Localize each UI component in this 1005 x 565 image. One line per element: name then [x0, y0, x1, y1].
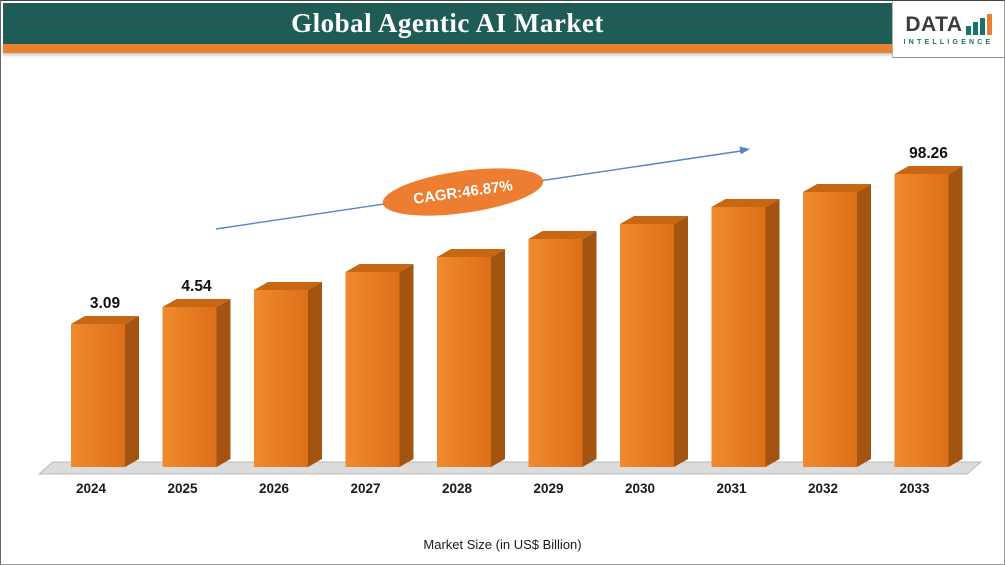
bar-side-face: [491, 249, 505, 467]
x-axis-label: 2028: [442, 481, 473, 496]
bar-2029: 2029: [528, 231, 597, 496]
bar-2031: 2031: [711, 199, 780, 496]
bar-front-face: [437, 257, 491, 467]
bar-side-face: [765, 199, 780, 467]
bar-top-face: [711, 199, 780, 207]
chart-floor: [37, 461, 983, 475]
bar-side-face: [948, 166, 963, 467]
bar-2030: 2030: [620, 216, 688, 496]
bar-side-face: [125, 316, 139, 467]
bar-front-face: [254, 290, 308, 467]
data-label: 3.09: [90, 295, 121, 312]
x-axis-label: 2032: [808, 481, 838, 496]
logo-subtitle: INTELLIGENCE: [903, 38, 994, 46]
bar-front-face: [71, 324, 125, 467]
bar-front-face: [803, 192, 857, 467]
bar-2032: 2032: [803, 184, 871, 496]
brand-logo-row: DATA: [905, 12, 992, 37]
bar-top-face: [620, 216, 688, 224]
bar-top-face: [254, 282, 322, 290]
chart-title: Global Agentic AI Market: [291, 8, 604, 38]
x-axis-label: 2031: [716, 481, 747, 496]
x-axis-label: 2033: [899, 481, 930, 496]
bar-top-face: [162, 299, 231, 307]
bar-side-face: [216, 299, 231, 467]
data-label: 98.26: [909, 145, 948, 162]
banner-accent-strip: [3, 44, 1002, 53]
bar-side-face: [308, 282, 322, 467]
bar-2028: 2028: [437, 249, 505, 496]
bar-top-face: [71, 316, 139, 324]
bar-side-face: [582, 231, 597, 467]
x-axis-label: 2026: [259, 481, 290, 496]
title-banner: Global Agentic AI Market: [3, 3, 1002, 44]
bar-side-face: [399, 264, 414, 467]
bar-side-face: [857, 184, 871, 467]
bar-top-face: [528, 231, 597, 239]
bar-2026: 2026: [254, 282, 322, 496]
cagr-badge: CAGR:46.87%: [382, 168, 544, 216]
bar-front-face: [162, 307, 217, 467]
trend-arrow-head: [739, 146, 750, 155]
bar-top-face: [803, 184, 871, 192]
cagr-ellipse: [382, 168, 544, 216]
bar-2024: 2024 3.09: [71, 295, 139, 496]
bar-front-face: [528, 239, 583, 467]
bar-front-face: [620, 224, 674, 467]
bar-top-face: [437, 249, 505, 257]
bar-2033: 2033 98.26: [894, 145, 963, 496]
cagr-label: CAGR:46.87%: [412, 177, 513, 208]
bar-top-face: [894, 166, 963, 174]
bar-top-face: [345, 264, 414, 272]
bar-2027: 2027: [345, 264, 414, 496]
trend-arrow-line: [215, 150, 742, 230]
logo-text: DATA: [905, 12, 963, 36]
bar-2025: 2025 4.54: [162, 278, 231, 496]
bar-front-face: [894, 174, 949, 467]
x-axis-label: 2029: [533, 481, 563, 496]
brand-logo: DATA INTELLIGENCE: [892, 1, 1004, 58]
bar-front-face: [345, 272, 400, 467]
bar-front-face: [711, 207, 766, 467]
bar-chart-icon: [965, 13, 992, 37]
x-axis-label: 2024: [76, 481, 107, 496]
bar-side-face: [674, 216, 688, 467]
x-axis-label: 2025: [167, 481, 198, 496]
x-axis-label: 2027: [350, 481, 380, 496]
data-label: 4.54: [181, 278, 212, 295]
x-axis-label: 2030: [625, 481, 655, 496]
axis-title: Market Size (in US$ Billion): [423, 537, 582, 552]
